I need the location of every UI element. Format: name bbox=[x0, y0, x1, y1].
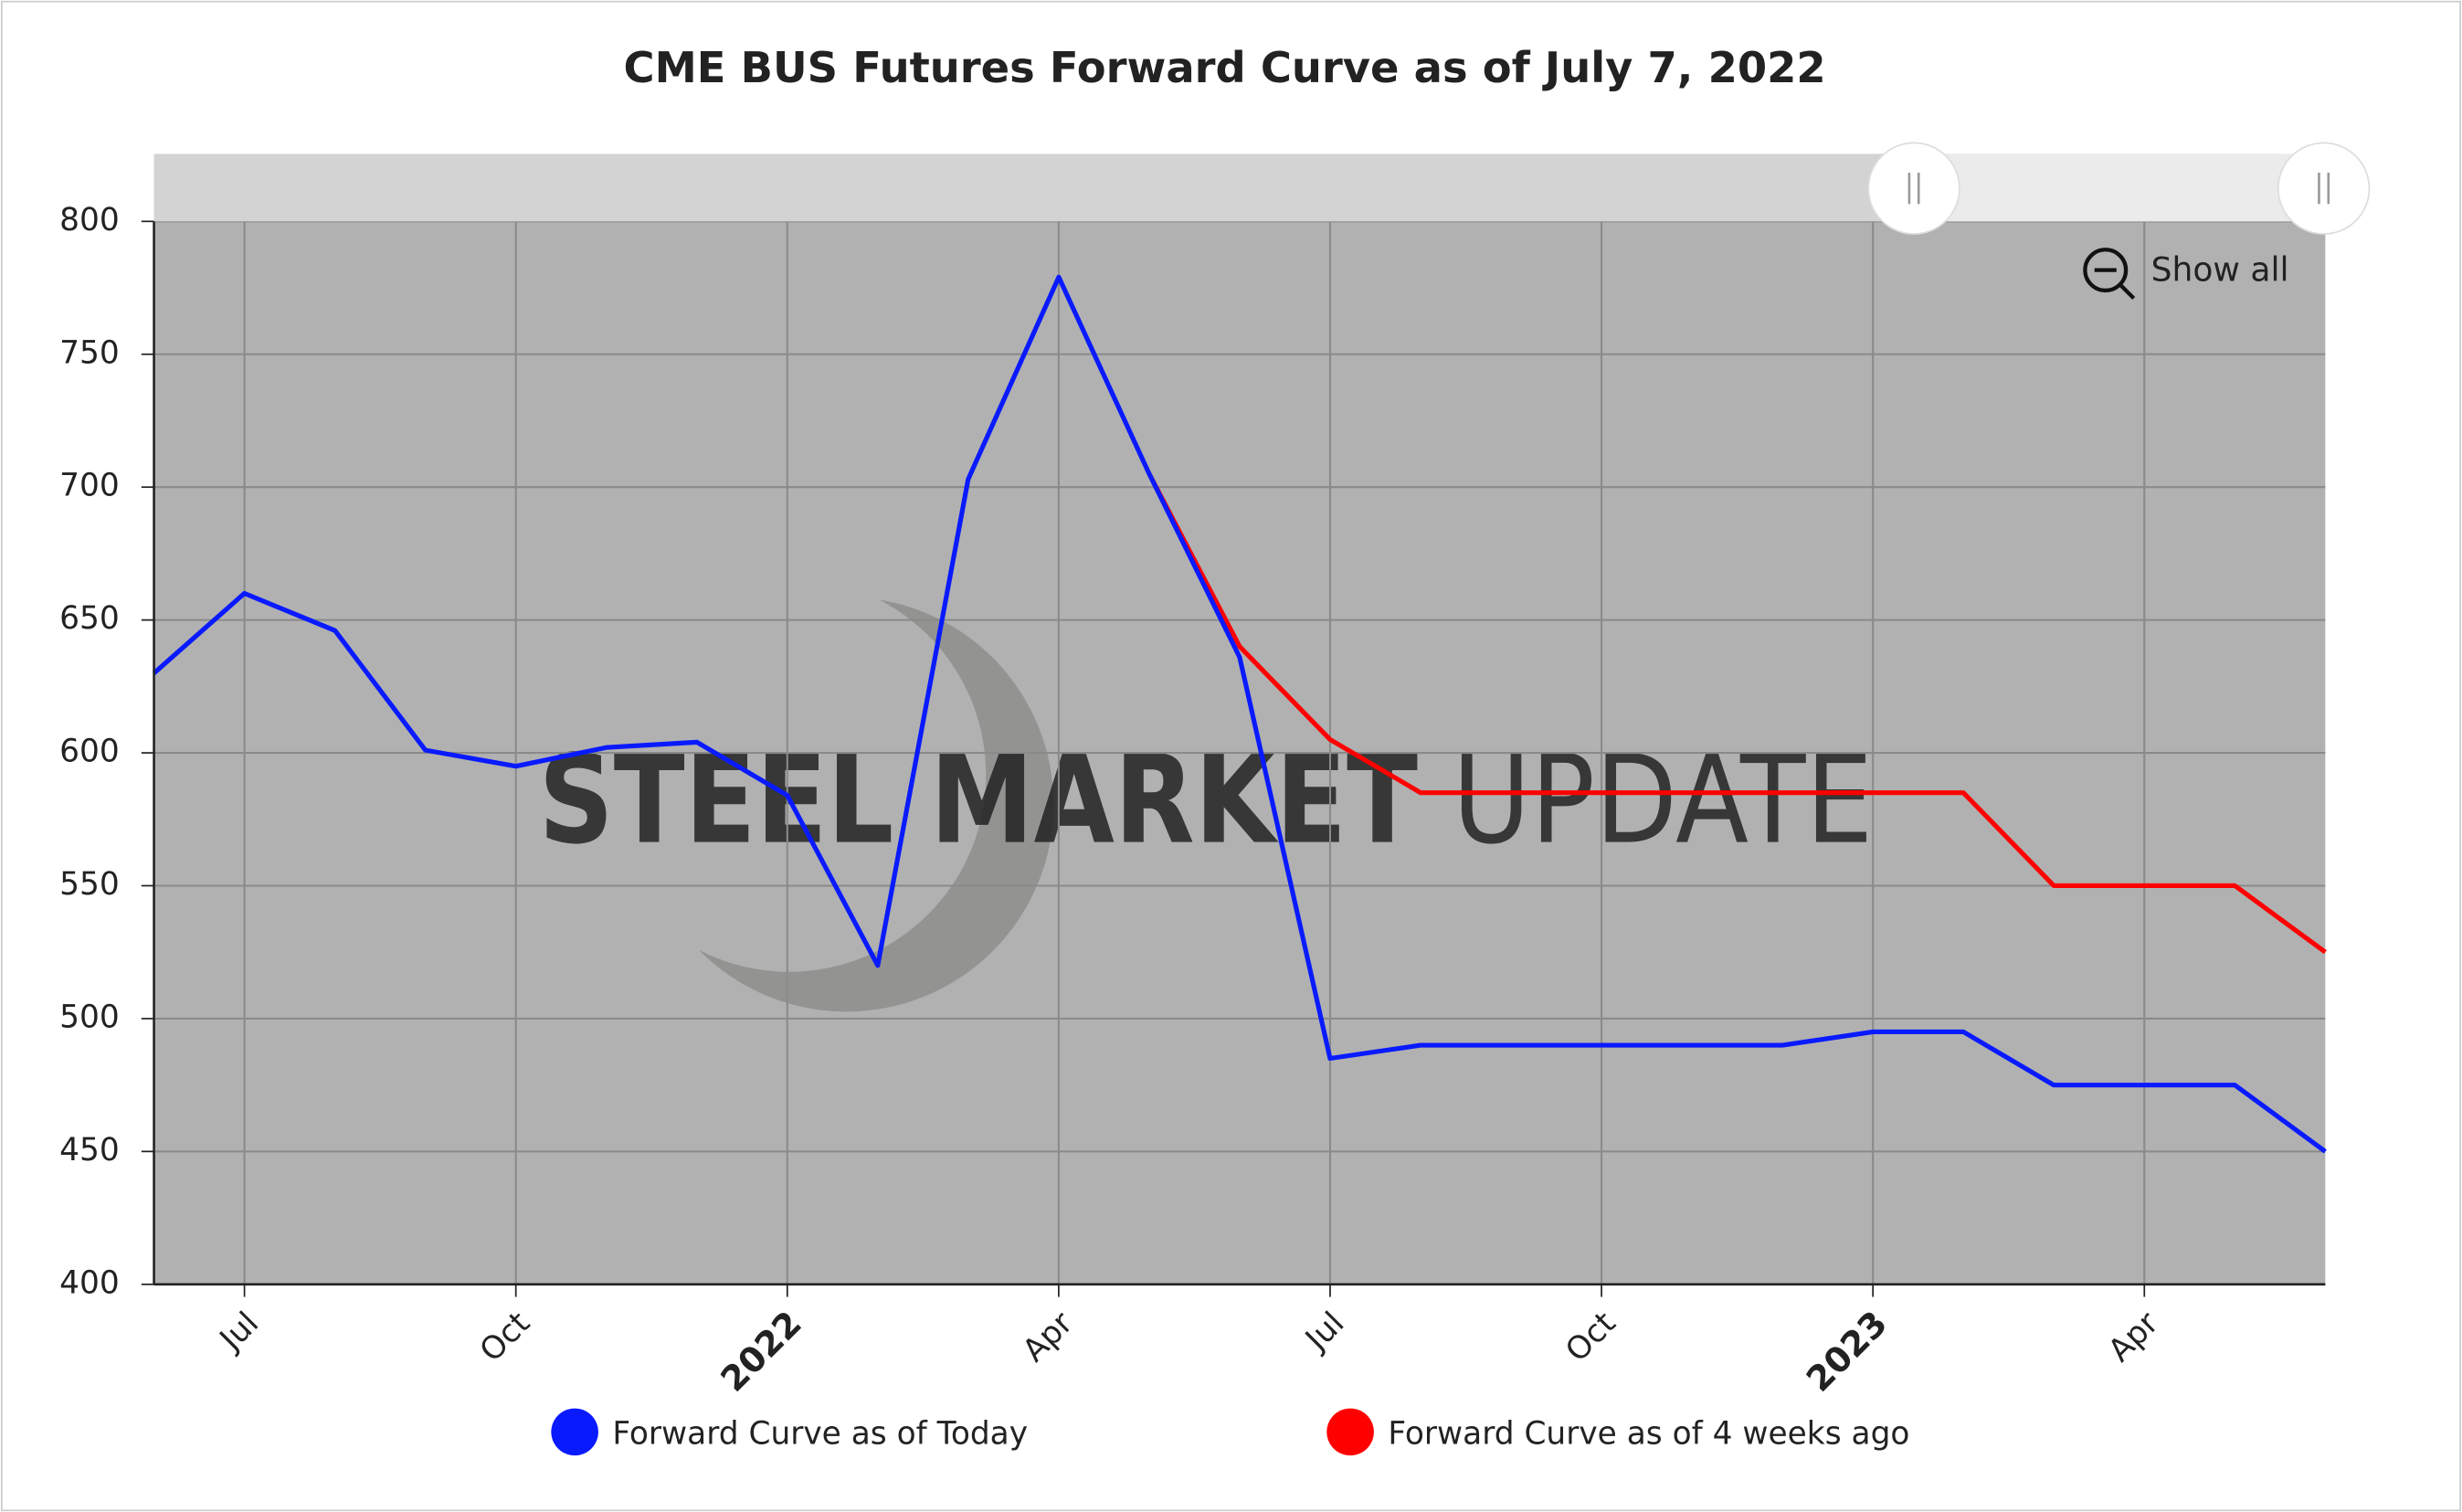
series-line bbox=[1146, 472, 2327, 955]
zoom-out-icon bbox=[2083, 248, 2129, 293]
handle-grip bbox=[2318, 173, 2330, 205]
legend-marker bbox=[1326, 1408, 1374, 1456]
legend-label: Forward Curve as of Today bbox=[612, 1415, 1028, 1452]
y-tick-label: 700 bbox=[59, 468, 120, 504]
show-all-label[interactable]: Show all bbox=[2151, 250, 2289, 289]
y-tick-label: 450 bbox=[59, 1132, 120, 1168]
chart-title: CME BUS Futures Forward Curve as of July… bbox=[624, 43, 1826, 92]
watermark-text: STEEL MARKET bbox=[539, 729, 1418, 872]
y-tick-label: 550 bbox=[59, 866, 120, 903]
watermark-text: UPDATE bbox=[1453, 729, 1874, 872]
y-tick-label: 800 bbox=[59, 202, 120, 238]
y-tick-label: 650 bbox=[59, 600, 120, 637]
series-line bbox=[152, 274, 2327, 1154]
slider-handle[interactable] bbox=[1867, 142, 1960, 235]
slider-handle[interactable] bbox=[2277, 142, 2371, 235]
zoom-out-icon-detail bbox=[2094, 268, 2136, 301]
watermark-logo bbox=[698, 599, 1054, 1012]
y-tick-label: 400 bbox=[59, 1264, 120, 1301]
y-tick-label: 750 bbox=[59, 334, 120, 371]
legend-label: Forward Curve as of 4 weeks ago bbox=[1388, 1415, 1909, 1452]
zoom-slider[interactable] bbox=[153, 142, 2371, 235]
y-tick-label: 600 bbox=[59, 734, 120, 770]
slider-range bbox=[1914, 153, 2326, 222]
y-tick-label: 500 bbox=[59, 999, 120, 1035]
legend-marker bbox=[551, 1408, 598, 1456]
handle-grip bbox=[1907, 173, 1920, 205]
show-all-button[interactable]: Show all bbox=[2083, 248, 2289, 301]
